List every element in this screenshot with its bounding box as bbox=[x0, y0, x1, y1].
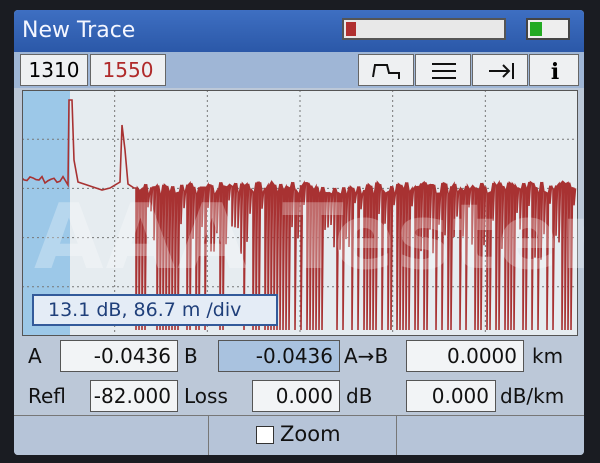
info-icon: i bbox=[551, 59, 559, 85]
loss-label: Loss bbox=[184, 384, 228, 408]
list-icon bbox=[432, 63, 456, 79]
loss-unit: dB bbox=[346, 384, 373, 408]
trace-line bbox=[22, 99, 577, 331]
refl-value: -82.000 bbox=[90, 380, 178, 412]
cursor-tab[interactable] bbox=[472, 54, 528, 86]
a-to-b-unit: km bbox=[532, 344, 564, 368]
progress-bar bbox=[342, 18, 506, 40]
footer-bar: Zoom bbox=[14, 415, 584, 455]
scale-label: 13.1 dB, 86.7 m /div bbox=[32, 294, 278, 326]
a-to-b-label: A→B bbox=[344, 344, 389, 368]
slope-unit: dB/km bbox=[500, 384, 565, 408]
graph-border bbox=[22, 90, 578, 336]
a-to-b-value: 0.0000 bbox=[406, 340, 524, 372]
wavelength-tab[interactable]: 1550 bbox=[90, 54, 166, 86]
info-tab[interactable]: i bbox=[529, 54, 579, 86]
refl-label: Refl bbox=[28, 384, 66, 408]
watermark: AAA Testers bbox=[34, 185, 584, 290]
cursor-b-value: -0.0436 bbox=[218, 340, 340, 372]
window-title: New Trace bbox=[22, 18, 136, 43]
trace-icon bbox=[372, 64, 400, 79]
trace-view-tab[interactable] bbox=[358, 54, 414, 86]
cursor-a-value: -0.0436 bbox=[60, 340, 178, 372]
cursor-a-label: A bbox=[28, 344, 42, 368]
device-screen: New Trace 1310 1550 i AAA Testers 13.1 d… bbox=[14, 10, 584, 455]
loss-value: 0.000 bbox=[252, 380, 340, 412]
zoom-label[interactable]: Zoom bbox=[280, 422, 341, 446]
cursor-b-label: B bbox=[184, 344, 198, 368]
arrow-icon bbox=[489, 63, 514, 79]
zoom-checkbox[interactable] bbox=[256, 426, 274, 444]
title-bar: New Trace bbox=[14, 10, 584, 52]
svg-text:i: i bbox=[551, 59, 559, 85]
tab-row: 1310 1550 i bbox=[14, 52, 584, 88]
wavelength-tab[interactable]: 1310 bbox=[20, 54, 88, 86]
events-tab[interactable] bbox=[415, 54, 471, 86]
slope-value: 0.000 bbox=[406, 380, 496, 412]
battery-indicator bbox=[526, 18, 570, 40]
